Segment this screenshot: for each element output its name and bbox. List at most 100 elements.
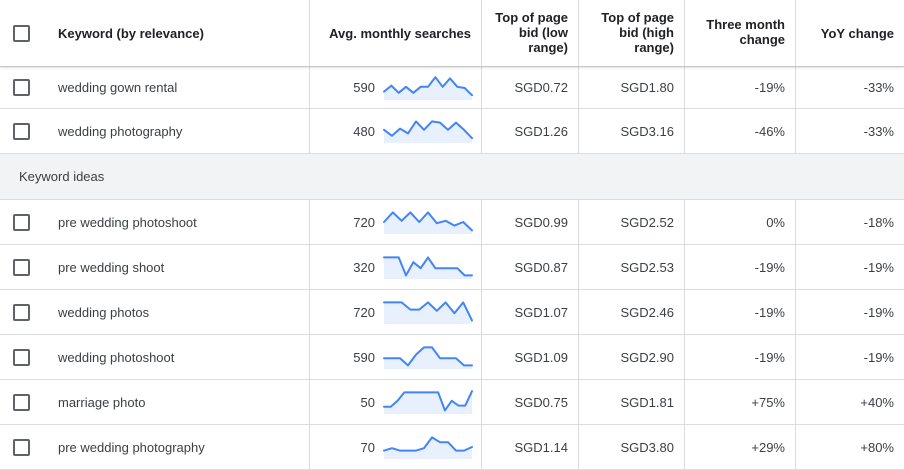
avg-searches-cell: 590 (310, 335, 482, 379)
row-select[interactable] (0, 290, 42, 334)
sparkline-area (384, 257, 472, 279)
table-row[interactable]: pre wedding photography 70 SGD1.14 SGD3.80 +… (0, 425, 904, 470)
bid-low-value: SGD1.07 (482, 290, 579, 334)
sparkline-area (384, 121, 472, 143)
row-checkbox[interactable] (12, 348, 30, 366)
three-month-change-value: +29% (685, 425, 796, 469)
avg-searches-cell: 50 (310, 380, 482, 424)
yoy-change-value: -19% (863, 304, 894, 320)
sparkline-line (383, 436, 473, 452)
keyword-ideas-section: Keyword ideas (0, 154, 904, 200)
sparkline-area (384, 347, 472, 369)
keyword-text: wedding photos (42, 290, 310, 334)
row-checkbox[interactable] (12, 122, 30, 140)
header-avg-searches[interactable]: Avg. monthly searches (310, 0, 482, 66)
sparkline-line (383, 390, 473, 412)
three-month-change-value: +75% (685, 380, 796, 424)
row-checkbox[interactable] (12, 258, 30, 276)
trend-sparkline[interactable] (383, 342, 473, 372)
bid-low-value: SGD0.75 (482, 380, 579, 424)
select-all-checkbox[interactable] (12, 24, 30, 42)
avg-searches-cell: 320 (310, 245, 482, 289)
bid-high-value: SGD2.53 (579, 245, 685, 289)
trend-sparkline[interactable] (383, 297, 473, 327)
trend-sparkline[interactable] (383, 432, 473, 462)
table-row[interactable]: wedding photoshoot 590 SGD1.09 SGD2.90 -19% -… (0, 335, 904, 380)
bid-low-value: SGD0.87 (482, 245, 579, 289)
table-row[interactable]: marriage photo 50 SGD0.75 SGD1.81 +75% +40% (0, 380, 904, 425)
row-select[interactable] (0, 245, 42, 289)
sparkline-line (383, 256, 473, 277)
keyword-text: marriage photo (42, 380, 310, 424)
bid-low-value: SGD0.99 (482, 200, 579, 244)
three-month-change-value: 0% (685, 200, 796, 244)
yoy-change-value: -19% (863, 259, 894, 275)
avg-searches-value: 720 (353, 214, 375, 230)
sparkline-area (384, 391, 472, 414)
table-row[interactable]: wedding gown rental 590 SGD0.72 SGD1.80 -19%… (0, 67, 904, 109)
row-select[interactable] (0, 200, 42, 244)
yoy-change-value: +40% (860, 394, 894, 410)
yoy-change-value: +80% (860, 439, 894, 455)
trend-sparkline[interactable] (383, 207, 473, 237)
row-checkbox[interactable] (12, 393, 30, 411)
three-month-change-value: -19% (685, 290, 796, 334)
row-checkbox[interactable] (12, 303, 30, 321)
avg-searches-cell: 70 (310, 425, 482, 469)
three-month-change-value: -19% (685, 245, 796, 289)
trend-sparkline[interactable] (383, 73, 473, 103)
keyword-text: pre wedding photography (42, 425, 310, 469)
table-row[interactable]: wedding photography 480 SGD1.26 SGD3.16 -46%… (0, 109, 904, 154)
keyword-text: pre wedding shoot (42, 245, 310, 289)
sparkline-line (383, 75, 473, 96)
row-select[interactable] (0, 109, 42, 153)
trend-sparkline[interactable] (383, 116, 473, 146)
header-bid-low[interactable]: Top of page bid (low range) (482, 0, 579, 66)
header-bid-high[interactable]: Top of page bid (high range) (579, 0, 685, 66)
bid-low-value: SGD0.72 (482, 67, 579, 108)
table-row[interactable]: pre wedding photoshoot 720 SGD0.99 SGD2.52 0… (0, 200, 904, 245)
keyword-text: wedding photography (42, 109, 310, 153)
bid-high-value: SGD1.81 (579, 380, 685, 424)
yoy-change-value: -33% (863, 123, 894, 139)
row-select[interactable] (0, 67, 42, 108)
avg-searches-value: 590 (353, 80, 375, 95)
three-month-change-value: -19% (685, 335, 796, 379)
header-yoy[interactable]: YoY change (820, 25, 894, 41)
trend-sparkline[interactable] (383, 252, 473, 282)
row-checkbox[interactable] (12, 438, 30, 456)
row-checkbox[interactable] (12, 213, 30, 231)
three-month-change-value: -46% (685, 109, 796, 153)
avg-searches-value: 70 (360, 439, 375, 455)
avg-searches-cell: 480 (310, 109, 482, 153)
yoy-change-value: -19% (863, 349, 894, 365)
avg-searches-cell: 720 (310, 200, 482, 244)
sparkline-line (383, 346, 473, 367)
header-three-month[interactable]: Three month change (685, 0, 796, 66)
sparkline-line (383, 301, 473, 322)
row-select[interactable] (0, 335, 42, 379)
trend-sparkline[interactable] (383, 387, 473, 417)
row-select[interactable] (0, 380, 42, 424)
yoy-change-value: -33% (863, 80, 894, 95)
row-select[interactable] (0, 425, 42, 469)
table-row[interactable]: pre wedding shoot 320 SGD0.87 SGD2.53 -19% -1… (0, 245, 904, 290)
row-checkbox[interactable] (12, 79, 30, 96)
bid-low-value: SGD1.09 (482, 335, 579, 379)
sparkline-line (383, 211, 473, 232)
header-keyword[interactable]: Keyword (by relevance) (42, 0, 310, 66)
yoy-change-value: -18% (863, 214, 894, 230)
table-header: Keyword (by relevance) Avg. monthly sear… (0, 0, 904, 67)
avg-searches-value: 480 (353, 123, 375, 139)
searched-keyword-rows: wedding gown rental 590 SGD0.72 SGD1.80 -19%… (0, 67, 904, 154)
sparkline-area (384, 76, 472, 100)
header-select-all[interactable] (0, 0, 42, 66)
bid-high-value: SGD2.52 (579, 200, 685, 244)
three-month-change-value: -19% (685, 67, 796, 108)
avg-searches-cell: 720 (310, 290, 482, 334)
bid-low-value: SGD1.14 (482, 425, 579, 469)
avg-searches-value: 590 (353, 349, 375, 365)
keyword-text: wedding photoshoot (42, 335, 310, 379)
bid-high-value: SGD2.90 (579, 335, 685, 379)
table-row[interactable]: wedding photos 720 SGD1.07 SGD2.46 -19% -19% (0, 290, 904, 335)
